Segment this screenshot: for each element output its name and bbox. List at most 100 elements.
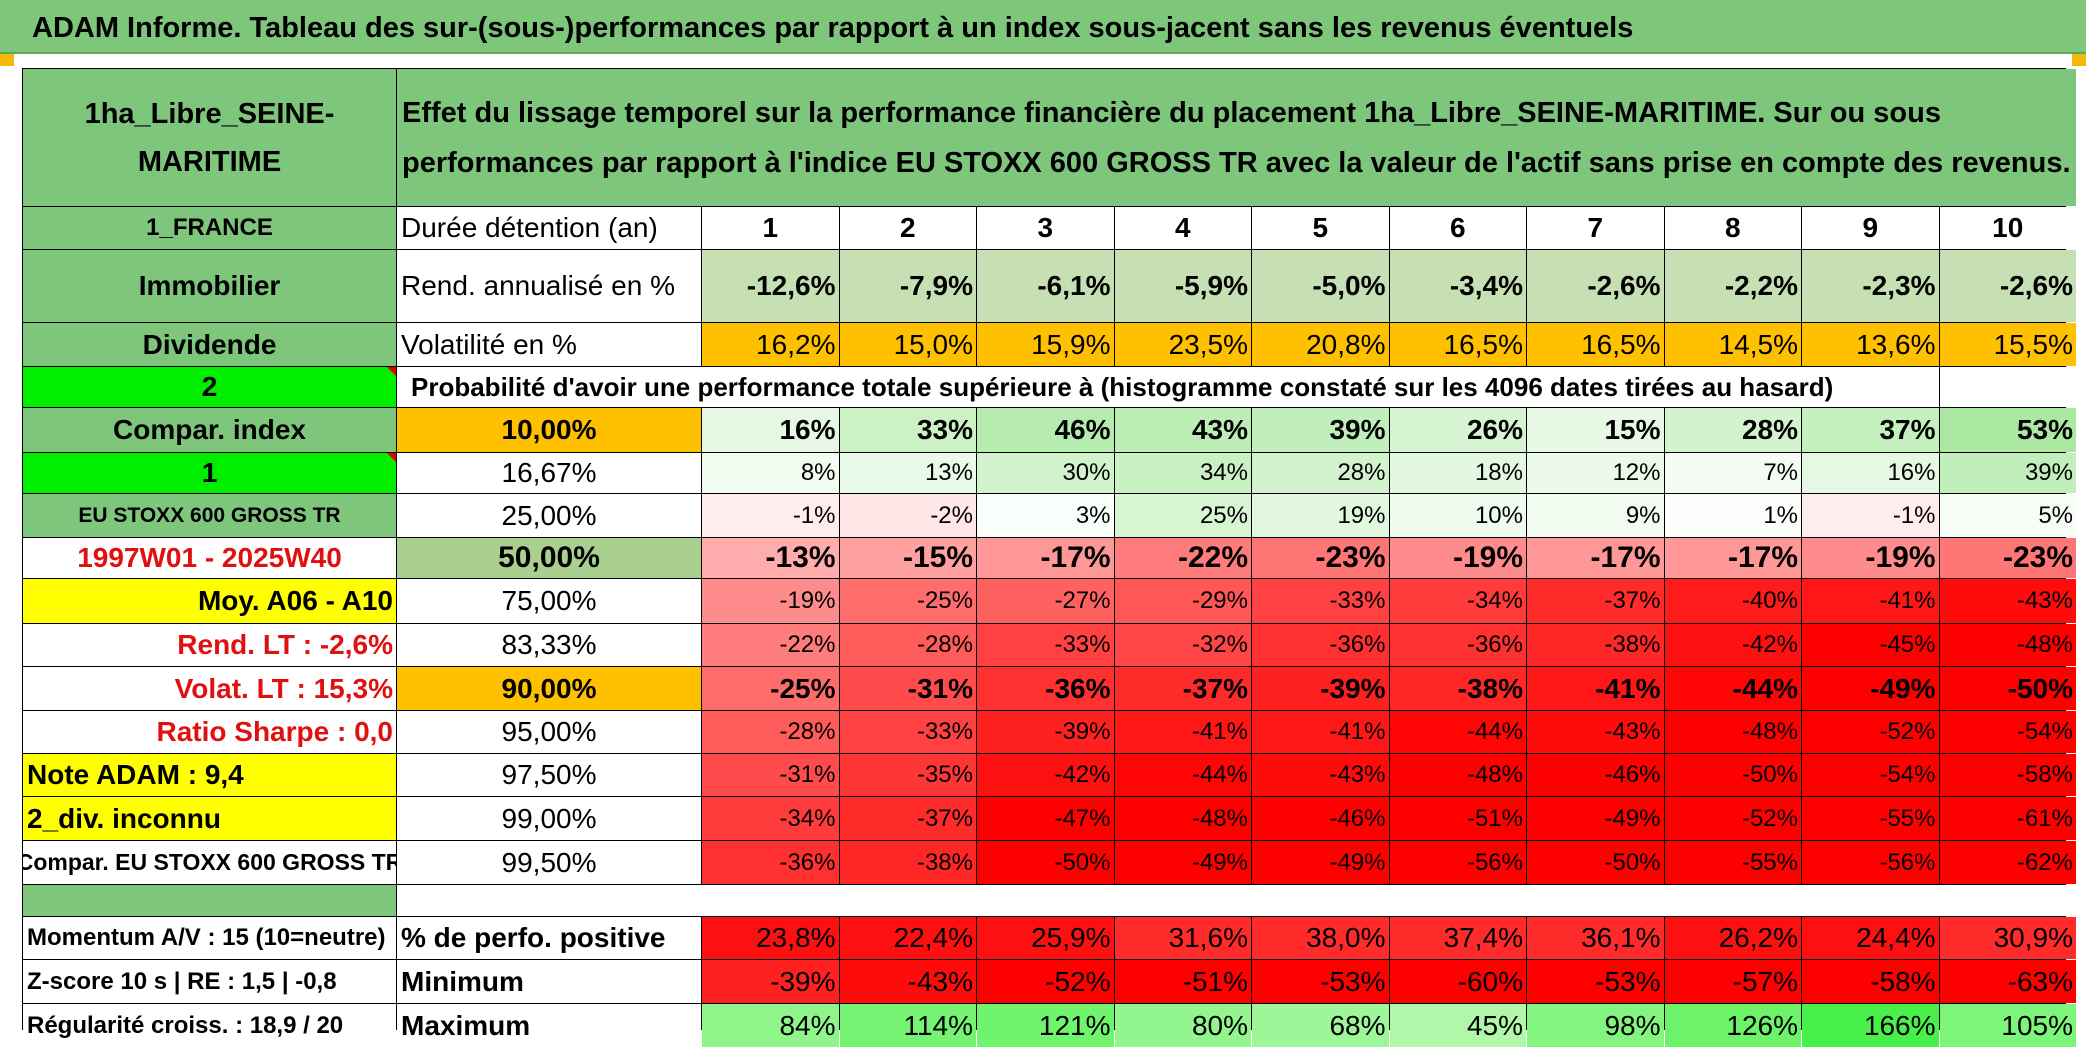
threshold-value: 10,00% <box>397 408 701 452</box>
probability-cell: -46% <box>1527 754 1664 796</box>
probability-cell: -42% <box>1664 624 1801 666</box>
pos-cell: 24,4% <box>1802 917 1939 959</box>
compar-full-label: Compar. EU STOXX 600 GROSS TR <box>23 841 396 884</box>
probability-cell: -23% <box>1252 538 1389 578</box>
rend-value: -2,6% <box>1939 250 2076 322</box>
probability-cell: 7% <box>1664 453 1801 493</box>
probability-cell: 3% <box>977 494 1114 537</box>
min-cell: -57% <box>1664 960 1801 1003</box>
rend-label: Rend. annualisé en % <box>397 250 701 322</box>
probability-cell: -34% <box>702 797 839 840</box>
threshold-value: 99,00% <box>397 797 701 840</box>
probability-cell: -40% <box>1664 579 1801 623</box>
min-cell: -51% <box>1114 960 1251 1003</box>
probability-cell: 8% <box>702 453 839 493</box>
probability-cell: -19% <box>702 579 839 623</box>
probability-cell: -43% <box>1252 754 1389 796</box>
probability-cell: -36% <box>702 841 839 884</box>
probability-cell: -33% <box>839 711 976 753</box>
pos-cell: 26,2% <box>1664 917 1801 959</box>
rend-value: -5,0% <box>1252 250 1389 322</box>
probability-cell: 33% <box>839 408 976 452</box>
probability-cell: 19% <box>1252 494 1389 537</box>
pos-cell: 38,0% <box>1252 917 1389 959</box>
probability-cell: -54% <box>1802 754 1939 796</box>
threshold-value: 97,50% <box>397 754 701 796</box>
probability-cell: -48% <box>1114 797 1251 840</box>
vol-value: 23,5% <box>1114 323 1251 366</box>
probability-cell: -1% <box>702 494 839 537</box>
min-cell: -63% <box>1939 960 2076 1003</box>
threshold-value: 99,50% <box>397 841 701 884</box>
pos-cell: 30,9% <box>1939 917 2076 959</box>
probability-cell: -22% <box>702 624 839 666</box>
probability-cell: -49% <box>1114 841 1251 884</box>
probability-cell: -34% <box>1389 579 1526 623</box>
max-cell: 98% <box>1527 1004 1664 1047</box>
probability-cell: 34% <box>1114 453 1251 493</box>
probability-cell: -44% <box>1389 711 1526 753</box>
probability-cell: -28% <box>839 624 976 666</box>
sharpe-label: Ratio Sharpe : 0,0 <box>23 711 396 753</box>
probability-cell: 16% <box>1802 453 1939 493</box>
probability-cell: -38% <box>1527 624 1664 666</box>
max-cell: 84% <box>702 1004 839 1047</box>
vol-value: 16,5% <box>1527 323 1664 366</box>
moy-label: Moy. A06 - A10 <box>23 579 396 623</box>
probability-cell: 28% <box>1252 453 1389 493</box>
max-cell: 121% <box>977 1004 1114 1047</box>
probability-cell: -41% <box>1252 711 1389 753</box>
probability-cell: -48% <box>1664 711 1801 753</box>
probability-cell: 10% <box>1389 494 1526 537</box>
income-label: Dividende <box>23 323 396 366</box>
volat-lt-label: Volat. LT : 15,3% <box>23 667 396 710</box>
max-cell: 126% <box>1664 1004 1801 1047</box>
rend-value: -12,6% <box>702 250 839 322</box>
probability-cell: -43% <box>1939 579 2076 623</box>
probability-cell: 18% <box>1389 453 1526 493</box>
selector-a[interactable]: 2 <box>23 367 396 407</box>
min-cell: -58% <box>1802 960 1939 1003</box>
min-cell: -53% <box>1252 960 1389 1003</box>
year-header: 10 <box>1939 207 2076 249</box>
table-description: Effet du lissage temporel sur la perform… <box>397 69 2076 206</box>
probability-cell: -62% <box>1939 841 2076 884</box>
threshold-value: 83,33% <box>397 624 701 666</box>
note-label: Note ADAM : 9,4 <box>23 754 396 796</box>
maximum-label: Maximum <box>397 1004 701 1047</box>
rend-value: -3,4% <box>1389 250 1526 322</box>
probability-cell: -39% <box>1252 667 1389 710</box>
vol-value: 15,5% <box>1939 323 2076 366</box>
probability-cell: -31% <box>839 667 976 710</box>
year-header: 2 <box>839 207 976 249</box>
max-cell: 45% <box>1389 1004 1526 1047</box>
probability-cell: -61% <box>1939 797 2076 840</box>
probability-cell: -39% <box>977 711 1114 753</box>
threshold-value: 16,67% <box>397 453 701 493</box>
vol-value: 16,5% <box>1389 323 1526 366</box>
probability-cell: -17% <box>1527 538 1664 578</box>
pos-cell: 36,1% <box>1527 917 1664 959</box>
probability-cell: -41% <box>1802 579 1939 623</box>
vol-value: 14,5% <box>1664 323 1801 366</box>
pos-cell: 23,8% <box>702 917 839 959</box>
probability-cell: 39% <box>1939 453 2076 493</box>
momentum-label: Momentum A/V : 15 (10=neutre) <box>23 917 396 959</box>
min-cell: -53% <box>1527 960 1664 1003</box>
probability-cell: 53% <box>1939 408 2076 452</box>
probability-cell: -32% <box>1114 624 1251 666</box>
probability-cell: -52% <box>1664 797 1801 840</box>
probability-cell: -41% <box>1527 667 1664 710</box>
probability-cell: 39% <box>1252 408 1389 452</box>
probability-cell: -27% <box>977 579 1114 623</box>
probability-cell: 13% <box>839 453 976 493</box>
min-cell: -52% <box>977 960 1114 1003</box>
probability-cell: -15% <box>839 538 976 578</box>
probability-cell: -28% <box>702 711 839 753</box>
vol-value: 13,6% <box>1802 323 1939 366</box>
probability-cell: -42% <box>977 754 1114 796</box>
min-cell: -39% <box>702 960 839 1003</box>
rend-value: -6,1% <box>977 250 1114 322</box>
probability-cell: -50% <box>1939 667 2076 710</box>
selector-b[interactable]: 1 <box>23 453 396 493</box>
